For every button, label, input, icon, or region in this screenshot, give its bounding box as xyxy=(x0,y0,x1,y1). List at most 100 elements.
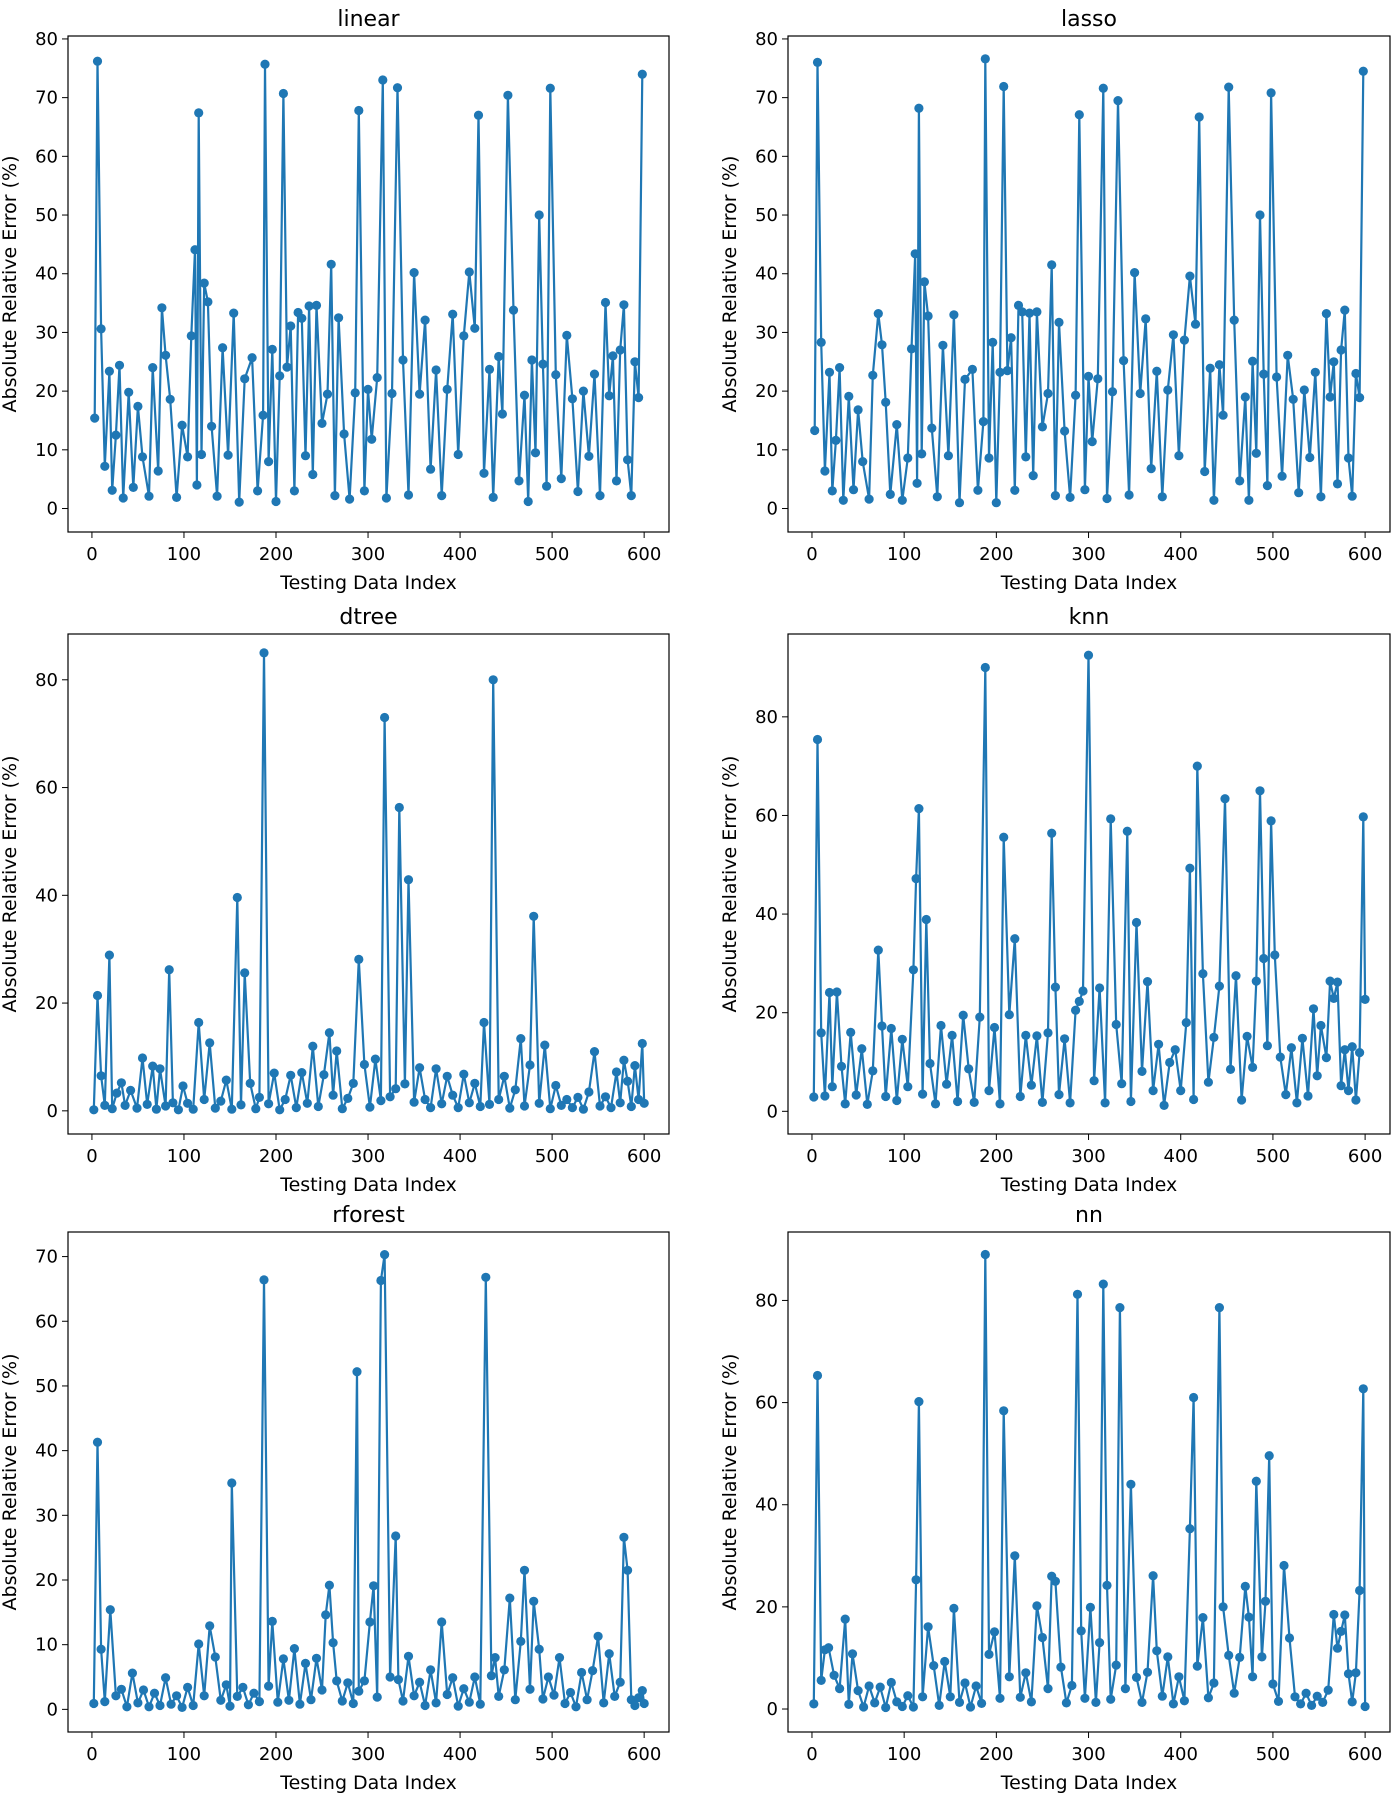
data-point xyxy=(89,1105,99,1115)
x-axis-label: Testing Data Index xyxy=(279,572,457,594)
data-point xyxy=(936,1020,946,1031)
data-point xyxy=(989,1022,1000,1033)
data-point xyxy=(611,476,622,486)
data-point xyxy=(1336,345,1346,355)
data-point xyxy=(297,1068,307,1078)
data-point xyxy=(324,1028,334,1038)
subplot-dtree: dtree Testing Data Index Absolute Relative… xyxy=(0,605,670,1196)
data-point xyxy=(1032,307,1042,317)
data-point xyxy=(245,1078,255,1088)
x-tick-label: 400 xyxy=(443,544,477,565)
data-point xyxy=(1106,1694,1116,1704)
y-tick-label: 60 xyxy=(755,146,778,167)
data-point xyxy=(943,451,954,461)
data-point xyxy=(1106,814,1116,824)
data-point xyxy=(545,83,555,93)
data-point xyxy=(1192,1661,1202,1671)
data-point xyxy=(1124,490,1134,500)
y-tick-label: 30 xyxy=(35,1505,58,1526)
data-point xyxy=(634,393,644,403)
data-point xyxy=(1351,368,1361,379)
data-point xyxy=(1157,492,1167,502)
data-point xyxy=(1229,1688,1239,1698)
x-tick-label: 100 xyxy=(167,544,201,565)
x-tick-label: 0 xyxy=(806,1744,817,1765)
data-point xyxy=(1272,372,1282,382)
data-point xyxy=(611,1067,622,1077)
data-point xyxy=(1347,1697,1357,1707)
data-point xyxy=(840,1614,850,1624)
data-point xyxy=(205,1038,215,1048)
data-point xyxy=(1360,994,1370,1005)
data-point xyxy=(914,804,924,814)
data-point xyxy=(1231,971,1241,981)
data-point xyxy=(144,491,154,501)
y-tick-label: 60 xyxy=(755,805,778,826)
data-point xyxy=(148,1061,158,1071)
data-point xyxy=(267,1616,277,1626)
y-tick-label: 40 xyxy=(755,1495,778,1516)
data-point xyxy=(1355,1048,1365,1058)
data-point xyxy=(367,434,377,444)
data-point xyxy=(420,1094,430,1105)
data-point xyxy=(1264,1451,1274,1461)
data-point xyxy=(273,1697,283,1707)
data-point xyxy=(1312,1691,1322,1701)
data-point xyxy=(343,1093,353,1103)
data-point xyxy=(1026,1080,1036,1090)
data-point xyxy=(864,494,874,504)
data-point xyxy=(543,1672,554,1682)
x-tick-label: 300 xyxy=(1071,544,1105,565)
data-point xyxy=(1224,1650,1234,1660)
data-point xyxy=(820,1091,830,1101)
data-point xyxy=(615,1098,625,1108)
data-point xyxy=(453,449,463,460)
data-point xyxy=(313,1101,323,1112)
data-point xyxy=(523,496,533,507)
x-tick-label: 100 xyxy=(887,544,921,565)
data-point xyxy=(124,387,134,397)
data-point xyxy=(161,350,171,360)
data-point xyxy=(1185,271,1195,281)
data-point xyxy=(1032,1601,1042,1611)
data-point xyxy=(615,345,625,355)
y-tick-label: 40 xyxy=(755,904,778,925)
data-point xyxy=(1248,1062,1258,1072)
data-point xyxy=(225,1701,235,1711)
data-point xyxy=(820,466,830,476)
data-point xyxy=(334,313,344,323)
data-point xyxy=(1329,357,1339,367)
data-point xyxy=(1098,1279,1108,1289)
data-point xyxy=(949,1603,959,1613)
data-point xyxy=(573,1092,583,1102)
plot-frame xyxy=(67,1231,670,1733)
data-point xyxy=(289,486,299,496)
data-point xyxy=(542,481,552,491)
data-point xyxy=(459,1069,469,1079)
data-point xyxy=(264,1099,274,1109)
data-point xyxy=(1071,390,1081,400)
data-point xyxy=(254,1697,264,1707)
data-point xyxy=(925,1058,935,1069)
data-point xyxy=(132,1103,142,1113)
data-point xyxy=(1113,96,1123,106)
data-point xyxy=(330,491,340,501)
data-point xyxy=(317,1685,327,1695)
y-tick-label: 0 xyxy=(767,499,778,520)
data-point xyxy=(127,1668,137,1678)
data-point xyxy=(1060,1034,1070,1044)
data-point xyxy=(133,1698,143,1708)
data-point xyxy=(551,370,561,380)
data-point xyxy=(1218,1602,1228,1612)
data-point xyxy=(96,1644,106,1654)
data-point xyxy=(1318,1697,1328,1707)
x-tick-label: 600 xyxy=(627,1744,661,1765)
data-point xyxy=(824,987,835,998)
data-point xyxy=(484,1099,495,1109)
x-tick-label: 200 xyxy=(979,1744,1013,1765)
x-tick-label: 500 xyxy=(1256,1744,1290,1765)
y-tick-label: 50 xyxy=(35,1376,58,1397)
data-point xyxy=(300,451,311,461)
data-point xyxy=(1080,1693,1090,1703)
data-point xyxy=(1323,1685,1333,1695)
